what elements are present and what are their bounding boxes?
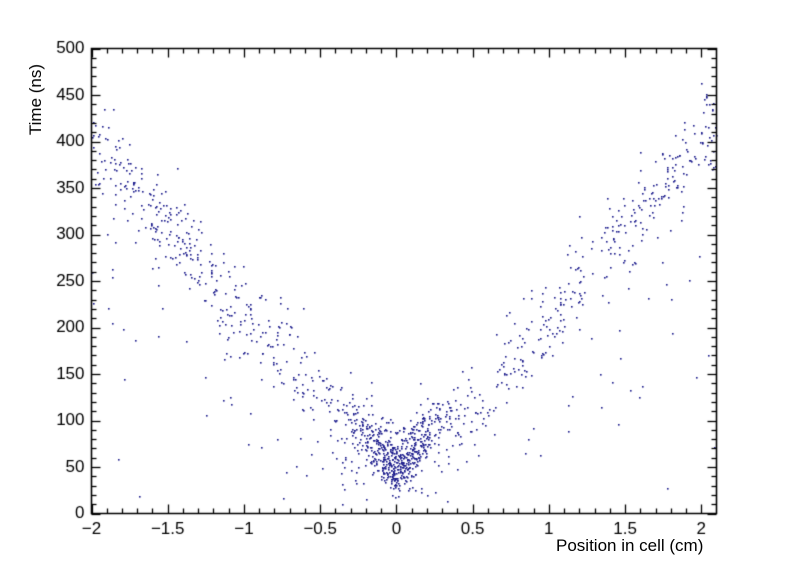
y-axis-title: Time (ns) (26, 64, 45, 136)
x-axis-title: Position in cell (cm) (556, 536, 704, 555)
